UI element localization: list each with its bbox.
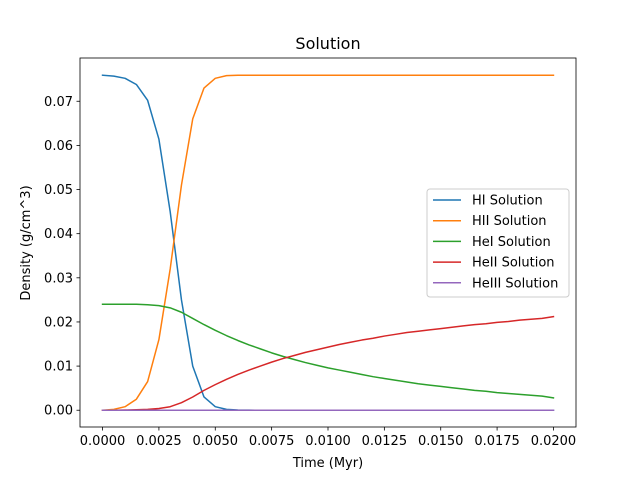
legend-label: HeII Solution [472,256,555,271]
y-tick-label: 0.07 [44,95,73,110]
plot-area [79,57,577,428]
x-tick-label: 0.0025 [136,434,182,449]
x-tick-label: 0.0075 [249,434,295,449]
y-axis: 0.00 0.01 0.02 0.03 0.04 0.05 0.06 0.07 [44,95,80,419]
legend-box [426,188,570,298]
x-axis-label: Time (Myr) [292,456,363,471]
series-line-hii-solution [101,74,555,412]
series-line-hei-solution [101,303,555,399]
legend: HI Solution HII Solution HeI Solution HeII … [426,188,570,298]
legend-label: HII Solution [472,214,547,229]
x-tick-label: 0.0200 [531,434,577,449]
y-tick-label: 0.03 [44,271,73,286]
y-tick-label: 0.00 [44,404,73,419]
legend-label: HeIII Solution [472,276,558,291]
legend-label: HI Solution [472,194,543,209]
y-tick-label: 0.02 [44,315,73,330]
x-tick-label: 0.0150 [418,434,464,449]
x-tick-label: 0.0050 [193,434,239,449]
y-tick-label: 0.01 [44,360,73,375]
y-axis-label: Density (g/cm^3) [19,185,34,300]
legend-label: HeI Solution [472,235,551,250]
y-tick-label: 0.06 [44,139,73,154]
x-tick-label: 0.0100 [305,434,351,449]
y-tick-label: 0.05 [44,183,73,198]
y-tick-label: 0.04 [44,227,73,242]
x-tick-label: 0.0175 [474,434,520,449]
x-tick-label: 0.0000 [80,434,126,449]
series-line-heii-solution [101,315,555,411]
series-lines [101,74,555,412]
x-axis: 0.0000 0.0025 0.0050 0.0075 0.0100 0.0125 0.01… [80,427,576,449]
x-tick-label: 0.0125 [362,434,408,449]
chart-title: Solution [295,34,360,53]
